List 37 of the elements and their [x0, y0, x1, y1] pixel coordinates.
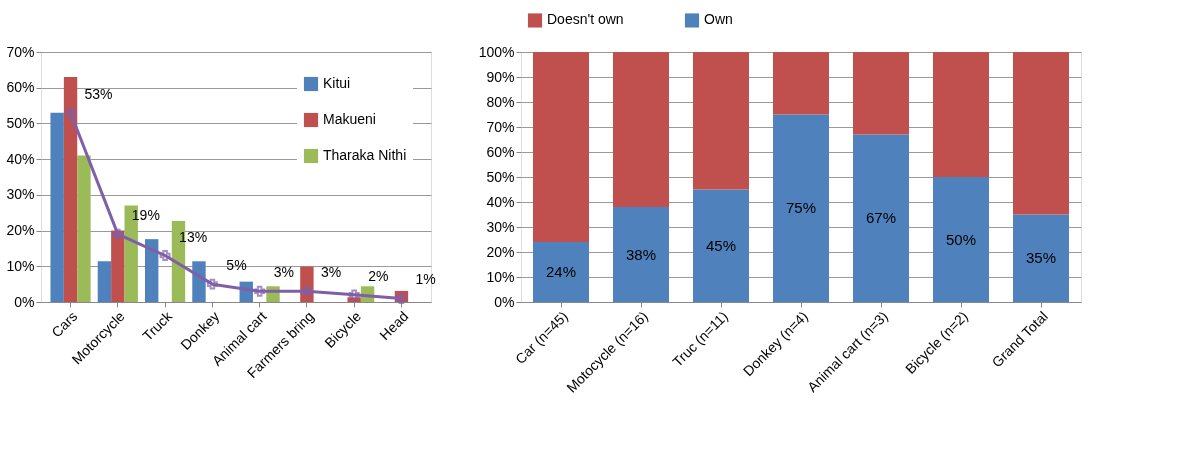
data-label: 53% — [84, 85, 113, 102]
y-tick-label: 40% — [486, 193, 515, 210]
y-tick-label: 10% — [486, 268, 515, 285]
legend-label: Kitui — [323, 75, 351, 91]
y-tick-label: 20% — [486, 243, 515, 260]
data-label: 45% — [705, 236, 737, 254]
y-tick-label: 70% — [486, 118, 515, 135]
data-label: 67% — [865, 209, 897, 227]
legend-label: Makueni — [323, 111, 376, 127]
y-tick-label: 40% — [6, 150, 35, 167]
data-label: 5% — [226, 257, 247, 274]
y-tick-label: 10% — [6, 257, 35, 274]
y-tick-label: 70% — [6, 43, 35, 60]
y-tick-label: 90% — [486, 68, 515, 85]
y-tick-label: 30% — [6, 186, 35, 203]
y-tick-label: 50% — [486, 168, 515, 185]
y-tick-label: 80% — [486, 93, 515, 110]
data-label: 3% — [320, 264, 342, 281]
data-label: 2% — [368, 267, 389, 284]
y-tick-label: 100% — [478, 43, 515, 60]
data-label: 1% — [415, 271, 436, 288]
y-tick-label: 0% — [14, 293, 35, 310]
y-tick-label: 50% — [6, 114, 35, 131]
y-tick-label: 0% — [494, 293, 515, 310]
y-tick-label: 20% — [6, 222, 35, 239]
y-tick-label: 30% — [486, 218, 515, 235]
data-label: 50% — [945, 230, 977, 248]
legend-label: Own — [704, 11, 733, 28]
y-tick-label: 60% — [486, 143, 515, 160]
legend-label: Doesn't own — [547, 11, 624, 28]
legend-label: Tharaka Nithi — [323, 147, 407, 163]
data-label: 24% — [545, 263, 577, 280]
data-label: 75% — [785, 199, 817, 217]
data-label: 35% — [1025, 249, 1057, 267]
data-label: 38% — [625, 245, 657, 263]
data-label: 3% — [273, 264, 294, 281]
y-tick-label: 60% — [6, 79, 35, 96]
